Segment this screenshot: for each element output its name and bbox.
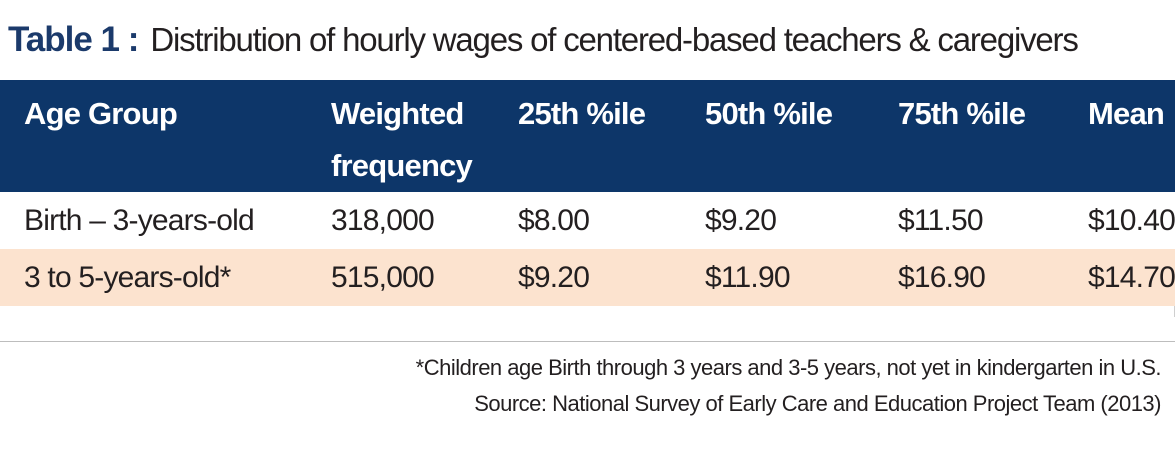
header-50th-percentile: 50th %ile [705, 96, 833, 131]
table-row: Birth – 3-years-old 318,000 $8.00 $9.20 … [0, 192, 1175, 249]
cell-weighted-frequency: 318,000 [331, 203, 435, 237]
footnote-text: *Children age Birth through 3 years and … [415, 355, 1162, 380]
cell-weighted-frequency: 515,000 [331, 260, 435, 294]
table-header-row: Age Group Weighted frequency 25th %ile 5… [0, 80, 1175, 192]
header-75th-percentile: 75th %ile [898, 96, 1026, 131]
source-text: Source: National Survey of Early Care an… [474, 391, 1161, 416]
table-notes: *Children age Birth through 3 years and … [415, 350, 1162, 422]
wage-table-frame: Age Group Weighted frequency 25th %ile 5… [0, 80, 1175, 317]
wage-table: Age Group Weighted frequency 25th %ile 5… [0, 80, 1175, 306]
cell-age-group: 3 to 5-years-old* [24, 260, 231, 294]
cell-age-group: Birth – 3-years-old [24, 203, 255, 237]
header-age-group: Age Group [24, 96, 178, 131]
header-mean: Mean [1088, 96, 1165, 131]
divider-line [0, 341, 1175, 342]
cell-mean: $14.70 [1088, 260, 1175, 294]
header-weighted-frequency: Weighted frequency [331, 96, 473, 183]
table-title: Table 1 : Distribution of hourly wages o… [0, 0, 1175, 80]
table-number-label: Table 1 : [8, 20, 139, 59]
cell-50th-percentile: $11.90 [705, 260, 791, 294]
cell-25th-percentile: $9.20 [518, 260, 590, 294]
cell-50th-percentile: $9.20 [705, 203, 777, 237]
cell-75th-percentile: $16.90 [898, 260, 986, 294]
table-row: 3 to 5-years-old* 515,000 $9.20 $11.90 $… [0, 249, 1175, 306]
cell-25th-percentile: $8.00 [518, 203, 590, 237]
cell-mean: $10.40 [1088, 203, 1175, 237]
table-caption: Distribution of hourly wages of centered… [150, 21, 1078, 58]
cell-75th-percentile: $11.50 [898, 203, 984, 237]
header-25th-percentile: 25th %ile [518, 96, 646, 131]
